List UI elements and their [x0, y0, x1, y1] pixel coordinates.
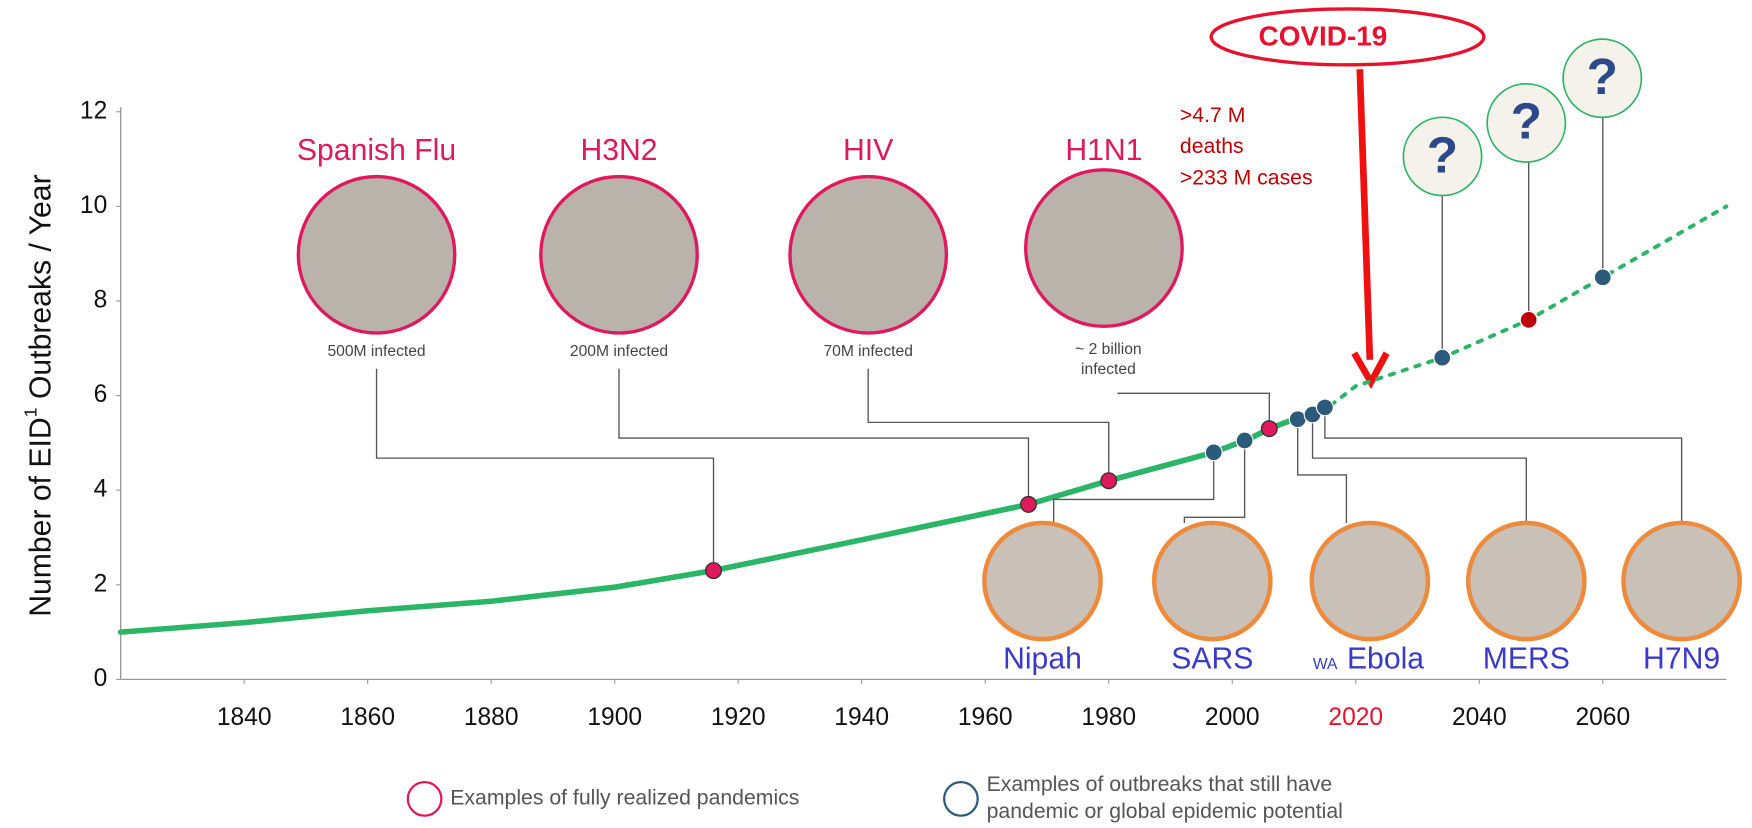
outbreak-label: SARS	[1171, 642, 1253, 675]
outbreak-marker	[1205, 444, 1222, 461]
x-tick-label: 1960	[958, 704, 1013, 731]
photo	[1468, 523, 1584, 639]
x-tick-label: 1920	[711, 704, 766, 731]
pandemic-note: 500M infected	[327, 343, 425, 360]
legend-label: Examples of fully realized pandemics	[450, 787, 799, 810]
x-tick-label: 2040	[1452, 704, 1507, 731]
connector	[1325, 407, 1682, 523]
future-marker	[1594, 269, 1611, 286]
y-tick-label: 12	[80, 97, 107, 124]
outbreak-label: Ebola	[1347, 642, 1424, 675]
y-tick-label: 4	[94, 476, 108, 503]
photo	[790, 177, 946, 333]
pandemic-marker	[1021, 497, 1037, 513]
y-axis-label: Number of EID1 Outbreaks / Year	[20, 174, 57, 616]
covid-note: >233 M cases	[1180, 166, 1313, 189]
y-tick-label: 2	[94, 570, 108, 597]
y-tick-label: 8	[94, 286, 108, 313]
outbreak-marker	[1236, 432, 1253, 449]
connector	[1313, 414, 1527, 522]
y-axis-label-part: Outbreaks / Year	[24, 174, 57, 407]
outbreak-label: Nipah	[1003, 642, 1082, 675]
legend-label: Examples of outbreaks that still have	[987, 773, 1333, 796]
y-tick-label: 6	[94, 381, 108, 408]
y-tick-label: 10	[80, 192, 107, 219]
outbreak-label: MERS	[1483, 642, 1570, 675]
pandemic-label: HIV	[843, 134, 893, 167]
pandemic-note: 200M infected	[570, 343, 668, 360]
photo	[984, 523, 1100, 639]
pandemic-marker	[1261, 421, 1277, 437]
covid-arrow	[1360, 69, 1370, 360]
future-marker	[1434, 349, 1451, 366]
outbreak-marker	[1289, 411, 1306, 428]
connector	[619, 369, 1028, 505]
photo	[1026, 170, 1182, 326]
pandemic-label: H1N1	[1065, 134, 1142, 167]
connector	[868, 369, 1109, 481]
pandemic-label: Spanish Flu	[297, 134, 456, 167]
outbreak-prefix: WA	[1313, 656, 1338, 673]
photo	[1312, 523, 1428, 639]
covid-label: COVID-19	[1259, 20, 1388, 51]
photo	[541, 177, 697, 333]
photo	[1624, 523, 1740, 639]
outbreak-marker	[1317, 399, 1334, 416]
pandemic-marker	[706, 563, 722, 579]
pandemic-note: 70M infected	[823, 343, 912, 360]
covid-note: deaths	[1180, 135, 1244, 158]
future-marker	[1520, 312, 1537, 329]
x-tick-label: 1880	[464, 704, 519, 731]
y-axis-label-sup: 1	[20, 407, 40, 417]
pandemic-note: ~ 2 billion	[1075, 341, 1141, 358]
question-mark: ?	[1427, 125, 1458, 183]
legend-label: pandemic or global epidemic potential	[987, 800, 1343, 823]
x-tick-label: 2020	[1328, 704, 1383, 731]
connector	[1298, 419, 1347, 523]
x-tick-label: 1980	[1081, 704, 1136, 731]
question-mark: ?	[1587, 47, 1618, 105]
x-tick-label: 2060	[1575, 704, 1630, 731]
trend-line	[121, 405, 1331, 632]
pandemic-marker	[1101, 473, 1117, 489]
covid-note: >4.7 M	[1180, 104, 1245, 127]
connector	[377, 369, 714, 571]
y-axis-label-part: Number of EID	[24, 417, 57, 616]
connector	[1117, 393, 1269, 428]
legend-symbol	[944, 782, 978, 816]
x-tick-label: 2000	[1205, 704, 1260, 731]
chart: Number of EID1 Outbreaks / Year COVID-19…	[0, 0, 1752, 828]
y-tick-label: 0	[94, 665, 108, 692]
x-tick-label: 1860	[340, 704, 395, 731]
photo	[298, 177, 454, 333]
x-tick-label: 1840	[217, 704, 272, 731]
legend-symbol	[408, 782, 442, 816]
pandemic-note: infected	[1081, 361, 1136, 378]
outbreak-label: H7N9	[1643, 642, 1720, 675]
pandemic-label: H3N2	[580, 134, 657, 167]
x-tick-label: 1900	[587, 704, 642, 731]
question-mark: ?	[1511, 92, 1542, 150]
photo	[1154, 523, 1270, 639]
x-tick-label: 1940	[834, 704, 889, 731]
page: {"chart_data": { "type": "line", "y_labe…	[0, 0, 1752, 828]
